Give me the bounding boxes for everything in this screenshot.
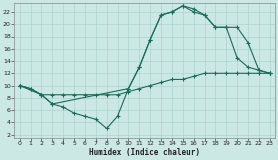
X-axis label: Humidex (Indice chaleur): Humidex (Indice chaleur): [89, 148, 200, 157]
